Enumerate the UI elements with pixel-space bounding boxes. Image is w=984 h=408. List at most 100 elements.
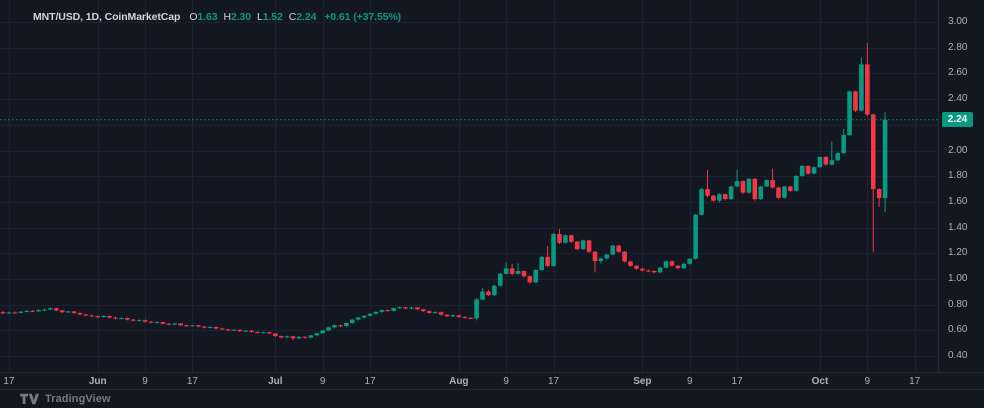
candle[interactable] [237, 329, 243, 332]
candle[interactable] [859, 57, 864, 112]
candle[interactable] [89, 314, 95, 318]
candle[interactable] [219, 327, 225, 331]
candle[interactable] [758, 185, 764, 200]
candle[interactable] [255, 331, 260, 334]
candle[interactable] [196, 324, 201, 328]
candle[interactable] [338, 324, 343, 328]
candle[interactable] [95, 315, 101, 318]
candle[interactable] [515, 263, 521, 275]
candle[interactable] [450, 314, 456, 318]
candle[interactable] [521, 270, 527, 278]
candle[interactable] [130, 318, 136, 322]
candle[interactable] [651, 270, 657, 274]
candle[interactable] [835, 152, 841, 162]
candle[interactable] [267, 331, 272, 335]
candle[interactable] [355, 317, 361, 321]
candle[interactable] [557, 228, 562, 245]
tradingview-wordmark[interactable]: TradingView [45, 393, 111, 405]
candle[interactable] [373, 311, 379, 315]
candle[interactable] [480, 287, 485, 301]
candle[interactable] [580, 239, 586, 250]
candle[interactable] [598, 257, 604, 264]
candle[interactable] [711, 194, 716, 202]
candle[interactable] [468, 317, 473, 320]
candle[interactable] [876, 188, 882, 208]
candle[interactable] [865, 42, 870, 116]
candle[interactable] [136, 319, 142, 322]
candle[interactable] [764, 179, 769, 188]
candle[interactable] [622, 250, 627, 263]
candle[interactable] [308, 334, 314, 339]
candle[interactable] [213, 326, 219, 330]
price-axis[interactable]: 2.24 3.002.802.602.402.202.001.801.601.4… [938, 0, 984, 372]
candle[interactable] [675, 264, 681, 270]
candle[interactable] [486, 289, 491, 297]
candle[interactable] [829, 141, 835, 166]
candle[interactable] [811, 166, 817, 175]
candle[interactable] [776, 186, 781, 200]
candle[interactable] [870, 113, 876, 253]
candle[interactable] [551, 232, 556, 267]
candle[interactable] [740, 180, 746, 195]
candle[interactable] [734, 169, 740, 188]
candle[interactable] [492, 284, 497, 296]
candle[interactable] [71, 310, 77, 314]
candle[interactable] [728, 185, 734, 200]
candle[interactable] [403, 306, 408, 310]
candle[interactable] [0, 311, 6, 315]
candle[interactable] [53, 307, 59, 312]
candle[interactable] [302, 336, 308, 339]
candle[interactable] [539, 255, 545, 271]
candle[interactable] [456, 314, 462, 318]
candle[interactable] [770, 168, 775, 189]
candle[interactable] [290, 335, 296, 341]
candle[interactable] [438, 311, 444, 316]
candle[interactable] [18, 310, 24, 314]
candle[interactable] [841, 128, 846, 154]
candle[interactable] [462, 316, 468, 319]
candle[interactable] [172, 322, 177, 326]
candle[interactable] [409, 306, 414, 310]
candle[interactable] [231, 329, 237, 332]
candle[interactable] [817, 156, 823, 168]
candle[interactable] [391, 307, 397, 312]
candle[interactable] [296, 336, 302, 340]
candle[interactable] [314, 332, 320, 337]
candle[interactable] [853, 90, 858, 112]
candle[interactable] [628, 260, 633, 267]
candle[interactable] [563, 234, 568, 244]
time-axis[interactable]: 17 Jun 9 17 Jul 9 17 Aug 9 17 Sep 9 17 Oct 9 17 [0, 372, 984, 389]
candle[interactable] [278, 335, 284, 339]
candle[interactable] [681, 263, 687, 269]
candle[interactable] [397, 306, 402, 309]
candle[interactable] [142, 319, 148, 323]
candle[interactable] [663, 260, 669, 269]
candle[interactable] [426, 310, 432, 314]
candle[interactable] [569, 234, 574, 243]
candle[interactable] [77, 312, 83, 316]
candle[interactable] [533, 269, 539, 284]
candle[interactable] [201, 326, 207, 329]
candle[interactable] [421, 308, 426, 312]
candle[interactable] [415, 307, 420, 311]
candle[interactable] [273, 332, 278, 338]
candle[interactable] [148, 320, 154, 324]
candle[interactable] [160, 321, 166, 325]
candle[interactable] [367, 313, 373, 317]
candle[interactable] [249, 330, 254, 333]
candle[interactable] [284, 335, 290, 339]
candle[interactable] [444, 314, 450, 318]
candle[interactable] [344, 322, 349, 327]
candle[interactable] [30, 309, 35, 313]
candle[interactable] [83, 313, 89, 317]
candle[interactable] [432, 311, 438, 314]
candle[interactable] [509, 263, 515, 276]
candle[interactable] [107, 315, 112, 319]
candle[interactable] [604, 253, 610, 260]
price-chart-plot[interactable] [0, 0, 938, 372]
candle[interactable] [503, 262, 509, 275]
candle[interactable] [101, 315, 106, 318]
candle[interactable] [261, 331, 266, 334]
candle[interactable] [882, 111, 888, 213]
candle[interactable] [687, 257, 693, 265]
